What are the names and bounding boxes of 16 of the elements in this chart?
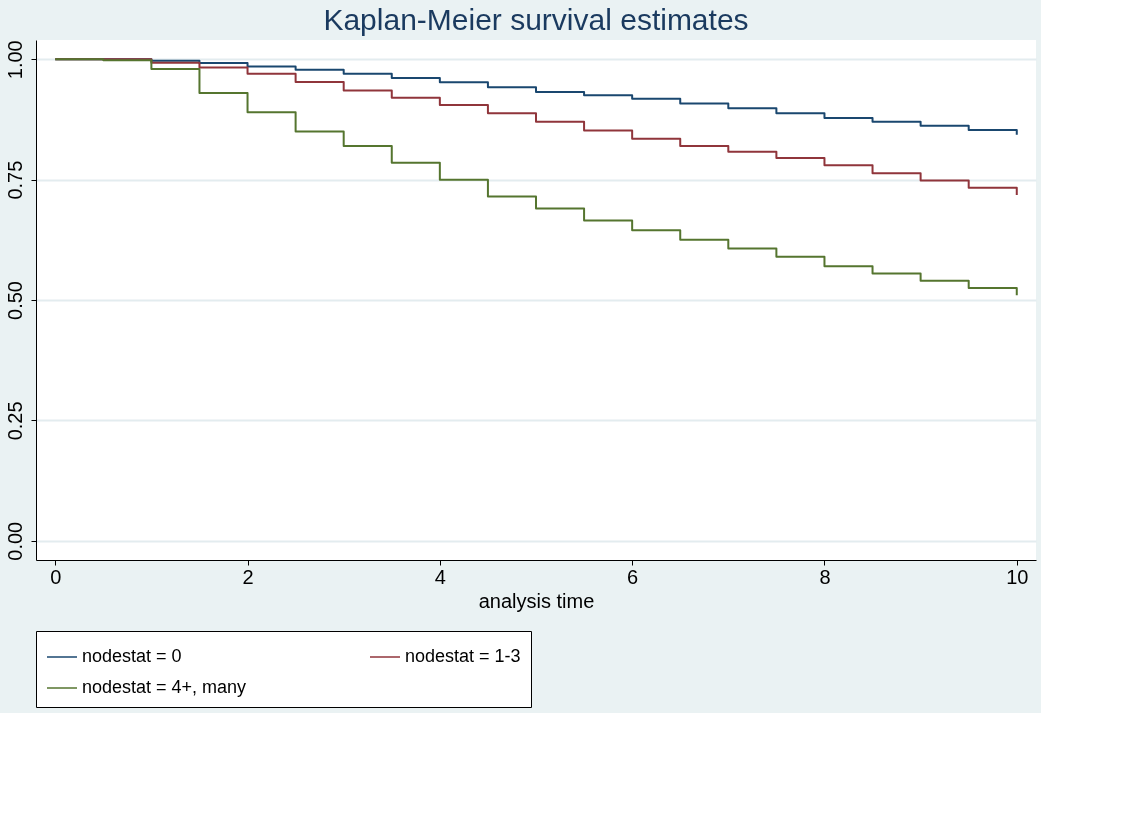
- chart-title: Kaplan-Meier survival estimates: [323, 2, 749, 36]
- x-tick-label: 6: [627, 565, 639, 588]
- x-tick-label: 2: [242, 565, 254, 588]
- y-tick-label: 0.25: [3, 401, 26, 441]
- y-tick-label: 0.50: [3, 281, 26, 320]
- x-tick-label: 10: [1006, 565, 1029, 588]
- y-tick-label: 0.75: [3, 160, 26, 200]
- x-tick-label: 0: [50, 565, 62, 588]
- y-tick-label: 1.00: [3, 40, 26, 80]
- legend-label: nodestat = 0: [82, 646, 182, 666]
- legend-label: nodestat = 4+, many: [82, 677, 247, 697]
- legend-label: nodestat = 1-3: [405, 646, 521, 666]
- y-tick-label: 0.00: [3, 521, 26, 561]
- x-axis-title: analysis time: [478, 589, 595, 612]
- x-tick-label: 8: [819, 565, 831, 588]
- x-tick-label: 4: [434, 565, 446, 588]
